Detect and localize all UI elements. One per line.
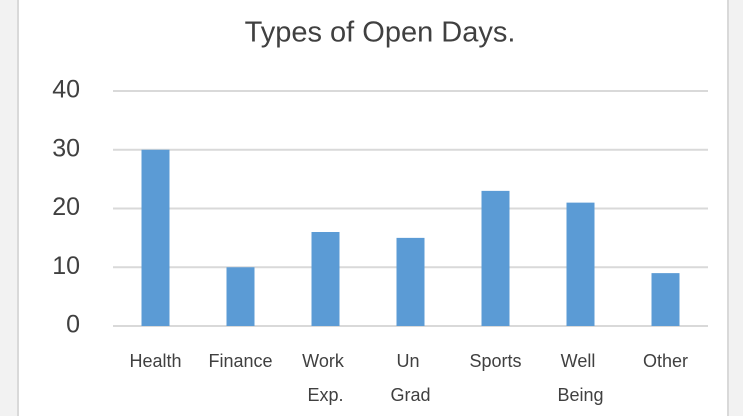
bar bbox=[651, 273, 680, 326]
bar bbox=[141, 149, 170, 326]
x-tick-label: Finance bbox=[208, 351, 272, 371]
y-tick-label: 0 bbox=[66, 311, 80, 339]
y-tick-label: 10 bbox=[52, 252, 80, 280]
bar bbox=[566, 202, 595, 326]
bar bbox=[311, 232, 340, 326]
x-tick-label: Other bbox=[643, 351, 688, 371]
x-tick-label: Well Being bbox=[557, 351, 603, 405]
x-tick-label: Un Grad bbox=[390, 351, 430, 405]
y-tick-label: 20 bbox=[52, 193, 80, 221]
y-tick-label: 40 bbox=[52, 76, 80, 104]
x-tick-label: Work Exp. bbox=[302, 351, 349, 405]
bar bbox=[226, 267, 255, 326]
bar bbox=[396, 237, 425, 326]
x-tick-label: Sports bbox=[469, 351, 521, 371]
y-tick-label: 30 bbox=[52, 134, 80, 162]
bar bbox=[481, 190, 510, 326]
chart-title: Types of Open Days. bbox=[245, 17, 516, 49]
x-tick-label: Health bbox=[129, 351, 181, 371]
